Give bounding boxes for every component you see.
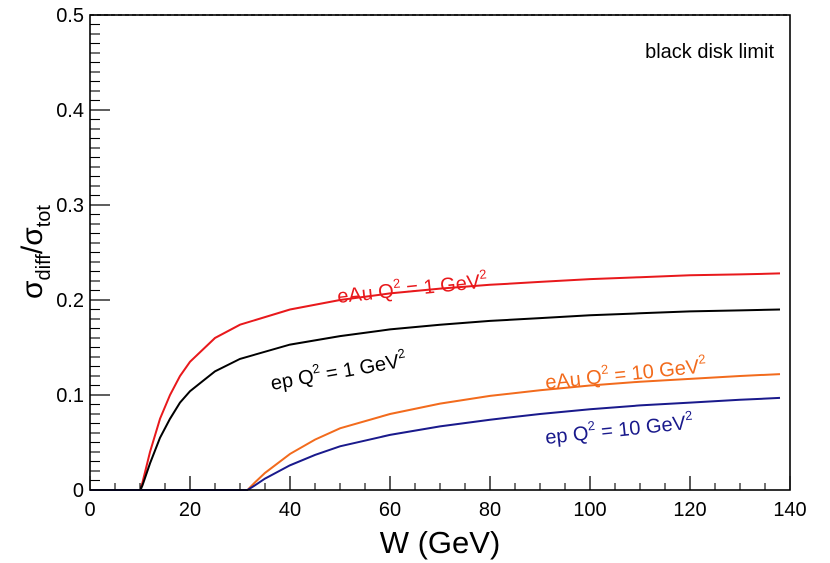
ep-q2-10-label: ep Q2 = 10 GeV2 (544, 408, 694, 449)
x-tick-label: 140 (773, 499, 806, 521)
x-axis-label: W (GeV) (380, 525, 501, 560)
y-axis-label-sub-tot: tot (33, 205, 55, 228)
eau-q2-10-curve (90, 373, 781, 491)
y-axis-label-sigma: σ (16, 280, 49, 299)
black-disk-limit-label: black disk limit (645, 41, 774, 63)
eau-q2-1-curve (90, 272, 781, 491)
y-tick-label: 0.1 (56, 385, 84, 407)
x-tick-label: 100 (573, 499, 606, 521)
eau-q2-10-label: eAu Q2 = 10 GeV2 (544, 351, 708, 394)
x-tick-label: 120 (673, 499, 706, 521)
ep-q2-1-label: ep Q2 = 1 GeV2 (268, 345, 408, 394)
y-axis-label: σdiff/σtot (16, 205, 55, 299)
ep-q2-10-curve (90, 396, 781, 491)
y-tick-label: 0.3 (56, 195, 84, 217)
eau-q2-1-label: eAu Q2 = 1 GeV2 (336, 266, 489, 308)
ep-q2-1-curve (90, 308, 781, 491)
x-tick-label: 0 (84, 499, 95, 521)
y-tick-label: 0 (73, 480, 84, 502)
x-tick-label: 80 (479, 499, 501, 521)
x-tick-label: 60 (379, 499, 401, 521)
y-axis-label-sub-diff: diff (33, 254, 55, 281)
y-axis-label-slash: /σ (16, 227, 49, 254)
x-tick-label: 40 (279, 499, 301, 521)
y-tick-label: 0.5 (56, 5, 84, 27)
x-tick-label: 20 (179, 499, 201, 521)
y-tick-label: 0.4 (56, 100, 84, 122)
y-tick-label: 0.2 (56, 290, 84, 312)
